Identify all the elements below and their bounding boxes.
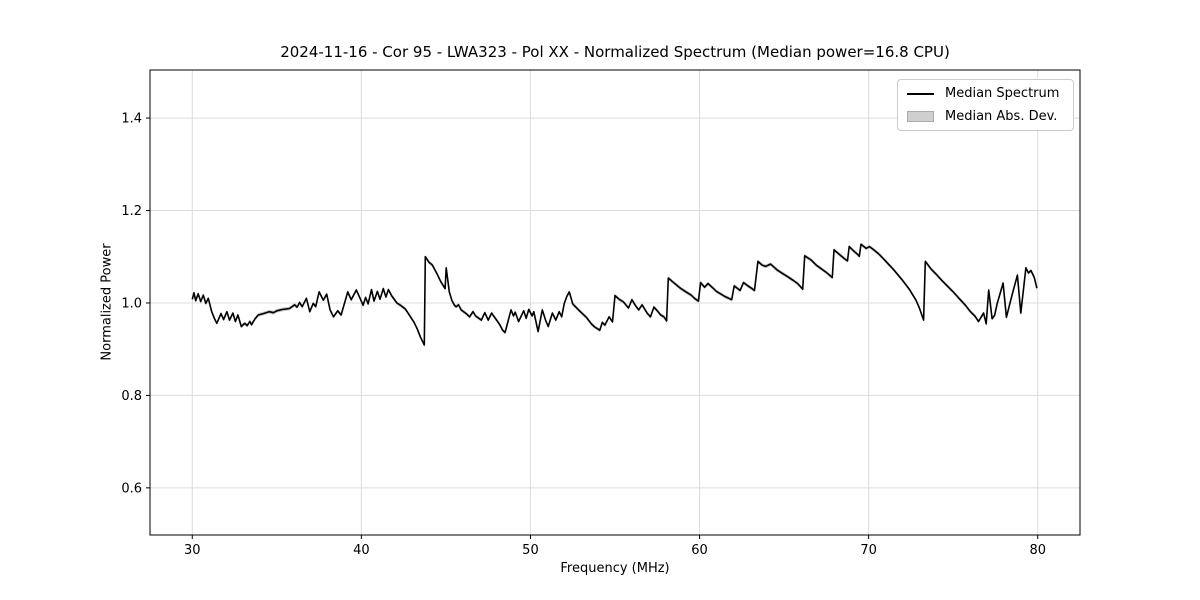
legend-entry-median-abs-dev: Median Abs. Dev. [907,110,1063,123]
y-tick-label: 1.0 [121,296,142,311]
legend-line-swatch [907,92,934,95]
x-tick-label: 50 [522,543,539,558]
legend-label: Median Spectrum [945,86,1060,101]
x-tick-label: 60 [691,543,708,558]
median-spectrum-line [191,243,1038,346]
tick-marks [146,117,1039,539]
x-tick-label: 40 [353,543,370,558]
chart-title: 2024-11-16 - Cor 95 - LWA323 - Pol XX - … [280,43,950,61]
tick-labels: 30 40 50 60 70 80 0.6 0.8 1.0 1.2 1.4 [121,112,1046,558]
y-tick-label: 0.8 [121,389,142,404]
y-tick-label: 1.4 [121,112,142,127]
x-tick-label: 80 [1029,543,1046,558]
x-tick-label: 30 [184,543,201,558]
x-tick-label: 70 [860,543,877,558]
legend-label: Median Abs. Dev. [945,109,1058,124]
y-axis-label: Normalized Power [99,243,115,361]
x-axis-label: Frequency (MHz) [560,561,670,576]
legend: Median Spectrum Median Abs. Dev. [897,79,1074,131]
legend-patch-swatch [907,111,934,122]
y-tick-label: 1.2 [121,204,142,219]
legend-entry-median-spectrum: Median Spectrum [907,87,1063,100]
y-tick-label: 0.6 [121,481,142,496]
